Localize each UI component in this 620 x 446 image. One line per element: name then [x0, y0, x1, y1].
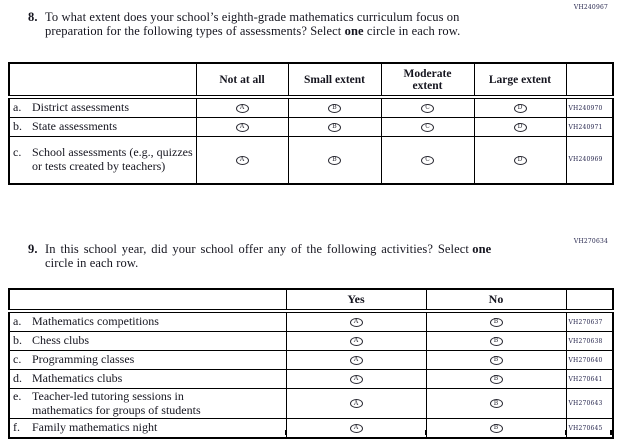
circle-option-c[interactable]: C	[421, 155, 434, 165]
q8-table: Not at all Small extent Moderate extent …	[8, 62, 614, 185]
circle-option-b[interactable]: B	[328, 103, 341, 113]
circle-option-a[interactable]: A	[235, 122, 249, 132]
row-code: VH270640	[565, 350, 614, 370]
circle-option-b[interactable]: B	[328, 122, 341, 132]
q8-header-moderate-extent: Moderate extent	[380, 62, 475, 99]
circle-option-c[interactable]: C	[421, 103, 434, 113]
row-code: VH270643	[565, 388, 614, 419]
q9-row-e-label-cell: e. Teacher-led tutoring sessions in mathe…	[8, 388, 287, 419]
table-row: b. State assessments A B C D VH240971	[8, 117, 614, 137]
table-row: a. Mathematics competitions A B VH270637	[8, 310, 614, 332]
circle-option-yes[interactable]: A	[349, 336, 363, 346]
table-rule-stub	[285, 430, 286, 435]
question-8-text: To what extent does your school’s eighth…	[45, 10, 565, 38]
row-code: VH270638	[565, 331, 614, 351]
row-code: VH240970	[565, 96, 614, 118]
q8-header-not-at-all: Not at all	[195, 62, 289, 99]
q9-header-yes: Yes	[285, 288, 427, 313]
circle-option-b[interactable]: B	[328, 155, 341, 165]
circle-option-no[interactable]: B	[489, 317, 503, 327]
circle-option-yes[interactable]: A	[349, 355, 363, 365]
circle-option-no[interactable]: B	[489, 423, 503, 433]
row-code: VH270641	[565, 369, 614, 389]
q9-header-row: Yes No	[8, 288, 614, 313]
table-row: b. Chess clubs A B VH270638	[8, 331, 614, 351]
row-code: VH270637	[565, 310, 614, 332]
q9-row-c-label-cell: c. Programming classes	[8, 350, 287, 370]
q8-row-a-label-cell: a. District assessments	[8, 96, 197, 118]
question-8-line2: preparation for the following types of a…	[45, 23, 342, 38]
circle-option-no[interactable]: B	[489, 336, 503, 346]
q8-header-blank	[8, 62, 197, 99]
circle-option-d[interactable]: D	[513, 103, 527, 113]
q9-header-no: No	[425, 288, 567, 313]
row-code: VH240969	[565, 136, 614, 184]
circle-option-a[interactable]: A	[235, 103, 249, 113]
question-9-number: 9.	[28, 242, 38, 256]
q9-row-f-label-cell: f. Family mathematics night	[8, 418, 287, 439]
q8-header-row: Not at all Small extent Moderate extent …	[8, 62, 614, 99]
table-rule-stub	[610, 430, 612, 435]
circle-option-no[interactable]: B	[489, 374, 503, 384]
circle-option-d[interactable]: D	[513, 122, 527, 132]
circle-option-c[interactable]: C	[421, 122, 434, 132]
circle-option-d[interactable]: D	[513, 155, 527, 165]
table-row: c. School assessments (e.g., quizzes or t…	[8, 136, 614, 184]
question-8-line1: To what extent does your school’s eighth…	[45, 10, 460, 24]
table-rule-stub	[425, 430, 426, 435]
table-row: a. District assessments A B C D VH240970	[8, 96, 614, 118]
circle-option-no[interactable]: B	[489, 399, 503, 409]
row-code: VH270645	[565, 418, 614, 439]
q9-row-a-label-cell: a. Mathematics competitions	[8, 310, 287, 332]
question-8-bold-one: one	[344, 23, 364, 38]
q9-row-d-label-cell: d. Mathematics clubs	[8, 369, 287, 389]
q8-header-code-blank	[565, 62, 614, 99]
circle-option-yes[interactable]: A	[349, 423, 363, 433]
circle-option-yes[interactable]: A	[349, 317, 363, 327]
question-9-line1: In this school year, did your school off…	[45, 242, 470, 256]
row-code: VH240971	[565, 117, 614, 137]
question-8-line2-end: circle in each row.	[366, 23, 461, 38]
q9-table: Yes No a. Mathematics competitions A B VH…	[8, 288, 614, 439]
table-row: e. Teacher-led tutoring sessions in mathe…	[8, 388, 614, 419]
circle-option-no[interactable]: B	[489, 355, 503, 365]
table-rule-stub	[565, 430, 566, 435]
question-9-bold-one: one	[472, 242, 492, 256]
question-8-code: VH240967	[573, 4, 608, 11]
question-9: 9. In this school year, did your school …	[28, 242, 565, 270]
question-9-text: In this school year, did your school off…	[45, 242, 565, 270]
q8-row-b-label-cell: b. State assessments	[8, 117, 197, 137]
q9-header-code-blank	[565, 288, 614, 313]
question-9-code: VH270634	[573, 238, 608, 245]
table-row: f. Family mathematics night A B VH270645	[8, 418, 614, 439]
question-8: 8. To what extent does your school’s eig…	[28, 10, 565, 38]
q9-header-blank	[8, 288, 287, 313]
circle-option-yes[interactable]: A	[349, 374, 363, 384]
q8-header-large-extent: Large extent	[473, 62, 567, 99]
table-row: c. Programming classes A B VH270640	[8, 350, 614, 370]
circle-option-a[interactable]: A	[235, 155, 249, 165]
table-row: d. Mathematics clubs A B VH270641	[8, 369, 614, 389]
question-9-line2: circle in each row.	[45, 255, 139, 270]
circle-option-yes[interactable]: A	[349, 399, 363, 409]
q8-header-small-extent: Small extent	[287, 62, 382, 99]
q8-row-c-label-cell: c. School assessments (e.g., quizzes or t…	[8, 136, 197, 184]
question-8-number: 8.	[28, 10, 38, 24]
q9-row-b-label-cell: b. Chess clubs	[8, 331, 287, 351]
